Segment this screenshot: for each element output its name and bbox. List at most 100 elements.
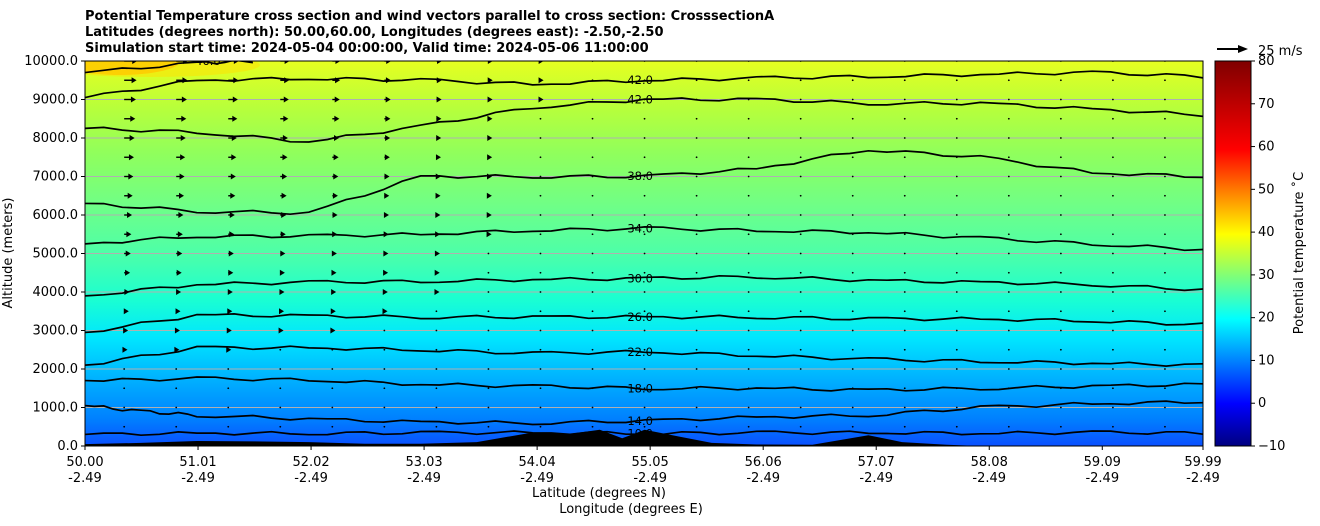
x-axis: 50.00-2.4951.01-2.4952.02-2.4953.03-2.49… [66,446,1222,486]
colorbar [1214,60,1252,447]
wind-vector-dot [383,368,386,370]
contour-label: 34.0 [627,222,653,236]
chart-title-line-2: Latitudes (degrees north): 50.00,60.00, … [85,25,664,40]
wind-vector-head [486,212,492,218]
wind-vector-head [128,173,134,180]
colorbar-tick-label: 20 [1258,311,1275,326]
wind-vector-dot [1059,117,1062,120]
wind-vector-head [232,115,238,122]
wind-vector-head [279,289,285,295]
wind-vector-dot [851,117,854,120]
wind-vector-dot [955,137,958,139]
wind-vector-dot [331,425,334,428]
wind-vector-dot [487,291,490,293]
wind-vector-dot [591,156,594,159]
wind-vector-dot [1112,348,1114,351]
wind-vector-dot [591,194,594,197]
wind-vector-dot [851,271,854,274]
wind-vector-head [284,61,290,64]
colorbar-tick-label: 10 [1258,353,1275,368]
wind-reference-key: 25 m/s [1217,44,1303,59]
wind-vector-head [130,115,136,122]
wind-vector-head [181,96,187,103]
contour-line [85,149,1203,216]
wind-vector-dot [591,233,594,236]
wind-vector-dot [747,175,750,178]
colorbar-tick-label: 0 [1258,396,1266,411]
y-tick-label: 8000.0 [33,131,79,146]
wind-vector-dot [955,233,958,236]
wind-vector-dot [123,425,126,428]
wind-vector-dot [851,368,854,370]
wind-vector-dot [695,79,698,82]
wind-vector-head [227,308,233,315]
x-tick-label-longitude: -2.49 [68,471,102,486]
wind-reference-label: 25 m/s [1258,44,1303,59]
wind-vector-dot [903,194,906,197]
wind-vector-dot [487,252,490,255]
wind-vector-dot [955,368,958,370]
wind-vector-head [125,269,131,276]
x-tick-label-longitude: -2.49 [859,471,893,486]
wind-vector-dot [747,194,750,197]
wind-vector-dot [435,387,438,390]
x-tick-label-latitude: 50.00 [66,455,103,470]
wind-vector-dot [1164,214,1166,216]
wind-vector-dot [695,175,698,178]
wind-vector-head [278,327,284,334]
wind-vector-head [437,61,443,64]
wind-vector-dot [695,156,698,159]
wind-vector-dot [643,425,646,428]
contour-label: 38.0 [627,169,653,183]
wind-vector-dot [955,425,958,428]
wind-vector-dot [799,79,802,82]
wind-vector-dot [591,329,594,332]
wind-vector-head [332,212,338,218]
wind-vector-head [174,346,180,353]
wind-vector-head [122,346,128,353]
wind-vector-dot [1164,252,1166,255]
wind-vector-dot [279,406,282,409]
wind-vector-dot [1059,175,1062,178]
wind-vector-dot [539,368,542,370]
wind-vector-dot [1164,98,1166,101]
wind-vector-head [331,289,337,295]
wind-vector-dot [383,329,386,332]
wind-vector-dot [903,406,906,409]
wind-vector-dot [1164,406,1166,409]
wind-vector-head [386,61,392,64]
wind-vector-dot [227,387,230,390]
wind-vector-head [125,250,131,257]
wind-vector-head [436,96,442,103]
y-tick-label: 5000.0 [33,247,79,262]
wind-vector-dot [1112,329,1114,332]
wind-vector-dot [747,329,750,332]
x-tick-label-latitude: 57.07 [858,455,895,470]
wind-vector-head [486,231,492,238]
y-tick-label: 2000.0 [33,362,79,377]
wind-vector-dot [539,194,542,197]
contour-line [85,70,1203,99]
wind-vector-dot [1164,425,1166,428]
wind-vector-dot [747,348,750,351]
x-tick-label-latitude: 52.02 [292,455,329,470]
contour-label: 30.0 [627,271,653,285]
wind-vector-dot [1007,271,1010,274]
wind-vector-head [131,77,137,84]
wind-vector-head [487,96,493,103]
wind-vector-dot [591,368,594,370]
wind-vector-head [436,115,442,122]
wind-vector-dot [799,175,802,178]
wind-vector-head [435,154,441,161]
wind-vector-dot [539,214,542,216]
wind-vector-head [383,269,389,276]
wind-vector-head [178,192,184,199]
wind-vector-head [127,212,133,218]
wind-vector-head [434,250,440,257]
wind-vector-dot [123,406,126,409]
wind-vector-dot [539,291,542,293]
wind-vector-head [177,250,183,257]
wind-vector-dot [799,233,802,236]
wind-vector-head [280,231,286,238]
